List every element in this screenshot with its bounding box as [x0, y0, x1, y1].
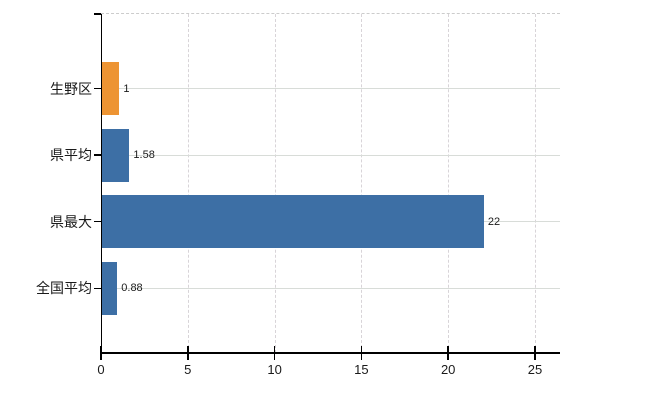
- x-gridline: [448, 14, 450, 353]
- x-tick-label-15: 15: [354, 362, 369, 377]
- category-label-3: 全国平均: [36, 280, 92, 297]
- x-axis-tick: [273, 346, 276, 360]
- y-axis-tick: [94, 154, 101, 156]
- x-gridline: [187, 14, 189, 353]
- bar-value-label: 0.88: [121, 282, 143, 295]
- x-axis-tick: [100, 346, 102, 360]
- bar-value-label: 22: [487, 215, 501, 228]
- y-axis-line: [100, 14, 102, 353]
- x-tick-label-5: 5: [184, 362, 192, 377]
- category-label-2: 県最大: [50, 213, 92, 230]
- x-gridline: [274, 14, 276, 353]
- x-axis-line: [101, 352, 560, 354]
- y-axis-tick: [94, 220, 101, 223]
- bar-1: [102, 128, 130, 182]
- y-axis-tick: [94, 87, 101, 90]
- x-tick-label-0: 0: [97, 362, 105, 377]
- x-axis-tick: [534, 346, 536, 360]
- x-tick-label-20: 20: [440, 362, 456, 377]
- y-gridline: [101, 287, 560, 289]
- x-gridline: [361, 14, 363, 353]
- bar-0: [102, 62, 120, 115]
- x-axis-tick: [187, 346, 189, 360]
- x-axis-tick: [360, 346, 363, 360]
- category-label-0: 生野区: [50, 80, 92, 97]
- y-axis-tick: [94, 287, 101, 290]
- y-gridline: [101, 88, 560, 89]
- y-gridline: [101, 154, 560, 156]
- x-axis-tick: [447, 346, 449, 360]
- x-gridline: [535, 14, 536, 353]
- bar-3: [102, 261, 118, 315]
- y-axis-tick: [94, 13, 101, 15]
- category-label-1: 県平均: [50, 147, 92, 164]
- bar-value-label: 1.58: [133, 149, 155, 162]
- plot-top-border: [101, 13, 560, 14]
- bar-2: [102, 195, 484, 249]
- x-tick-label-25: 25: [527, 362, 543, 377]
- bar-value-label: 1: [123, 82, 130, 95]
- x-tick-label-10: 10: [267, 362, 282, 377]
